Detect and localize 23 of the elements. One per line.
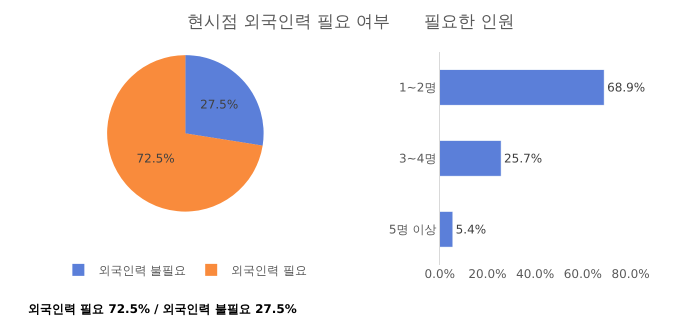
- y-tick-label: 1~2명: [399, 80, 436, 95]
- chart-title: 현시점 외국인력 필요 여부: [187, 12, 390, 32]
- legend-label: 외국인력 불필요: [98, 264, 186, 278]
- x-tick-label: 20.0%: [468, 266, 507, 281]
- x-tick-label: 40.0%: [516, 266, 554, 281]
- pie-slice: [185, 55, 264, 146]
- legend-label: 외국인력 필요: [231, 264, 308, 278]
- data-label: 27.5%: [200, 97, 238, 112]
- data-label: 68.9%: [607, 80, 646, 94]
- x-tick-label: 0.0%: [424, 266, 456, 281]
- x-tick-label: 60.0%: [564, 266, 602, 281]
- bar: [440, 69, 604, 106]
- y-tick-label: 3~4명: [399, 152, 436, 166]
- bar: [440, 211, 453, 248]
- y-tick-label: 5명 이상: [388, 222, 436, 237]
- bar: [440, 140, 502, 176]
- x-tick-label: 80.0%: [611, 266, 650, 281]
- chart-title: 필요한 인원: [424, 12, 514, 32]
- data-label: 72.5%: [136, 152, 175, 166]
- data-label: 5.4%: [456, 222, 486, 236]
- text: 외국인력 필요 72.5% / 외국인력 불필요 27.5%: [28, 302, 297, 316]
- data-label: 25.7%: [504, 151, 542, 166]
- pie-slice: [107, 55, 263, 212]
